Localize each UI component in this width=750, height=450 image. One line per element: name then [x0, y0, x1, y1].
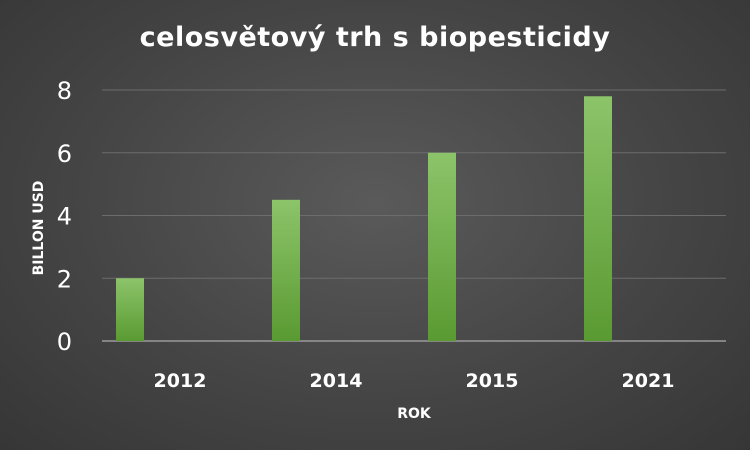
- gridlines: [102, 89, 726, 342]
- y-tick-label: 6: [57, 140, 72, 168]
- bar-2012: [116, 278, 144, 341]
- bar-2014: [272, 199, 300, 341]
- y-tick-label: 4: [57, 203, 72, 231]
- y-tick-label: 8: [57, 77, 72, 105]
- x-tick-label: 2015: [466, 370, 519, 392]
- y-axis-label: BILLON USD: [31, 181, 47, 276]
- y-tick-label: 0: [57, 328, 72, 356]
- chart-title: celosvětový trh s biopesticidy: [139, 22, 611, 53]
- x-tick-label: 2021: [622, 370, 675, 392]
- x-axis-label: ROK: [397, 406, 432, 422]
- bar-2021: [584, 96, 612, 342]
- y-tick-label: 2: [57, 265, 72, 293]
- bars: [116, 96, 612, 342]
- y-axis-ticks: 0 2 4 6 8: [57, 77, 72, 356]
- x-tick-label: 2012: [154, 370, 207, 392]
- x-tick-label: 2014: [310, 370, 363, 392]
- bar-2015: [428, 152, 456, 341]
- x-axis-ticks: 2012 2014 2015 2021: [154, 370, 675, 392]
